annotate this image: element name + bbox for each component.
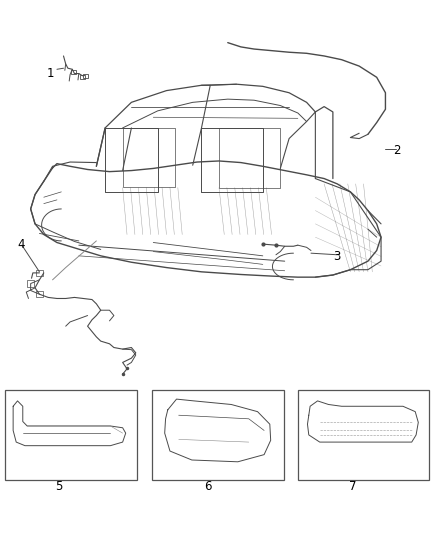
Bar <box>298 390 429 480</box>
Bar <box>83 74 88 78</box>
Text: 4: 4 <box>17 238 25 251</box>
Bar <box>5 390 137 480</box>
Text: 6: 6 <box>204 480 212 493</box>
Text: 1: 1 <box>46 67 54 80</box>
Bar <box>36 270 43 276</box>
Bar <box>80 75 85 79</box>
Bar <box>36 291 43 297</box>
Bar <box>27 280 34 287</box>
Text: 2: 2 <box>392 144 400 157</box>
Bar <box>152 390 284 480</box>
Bar <box>71 70 76 74</box>
Text: 7: 7 <box>349 480 357 493</box>
Text: 3: 3 <box>334 251 341 263</box>
Text: 5: 5 <box>56 480 63 493</box>
